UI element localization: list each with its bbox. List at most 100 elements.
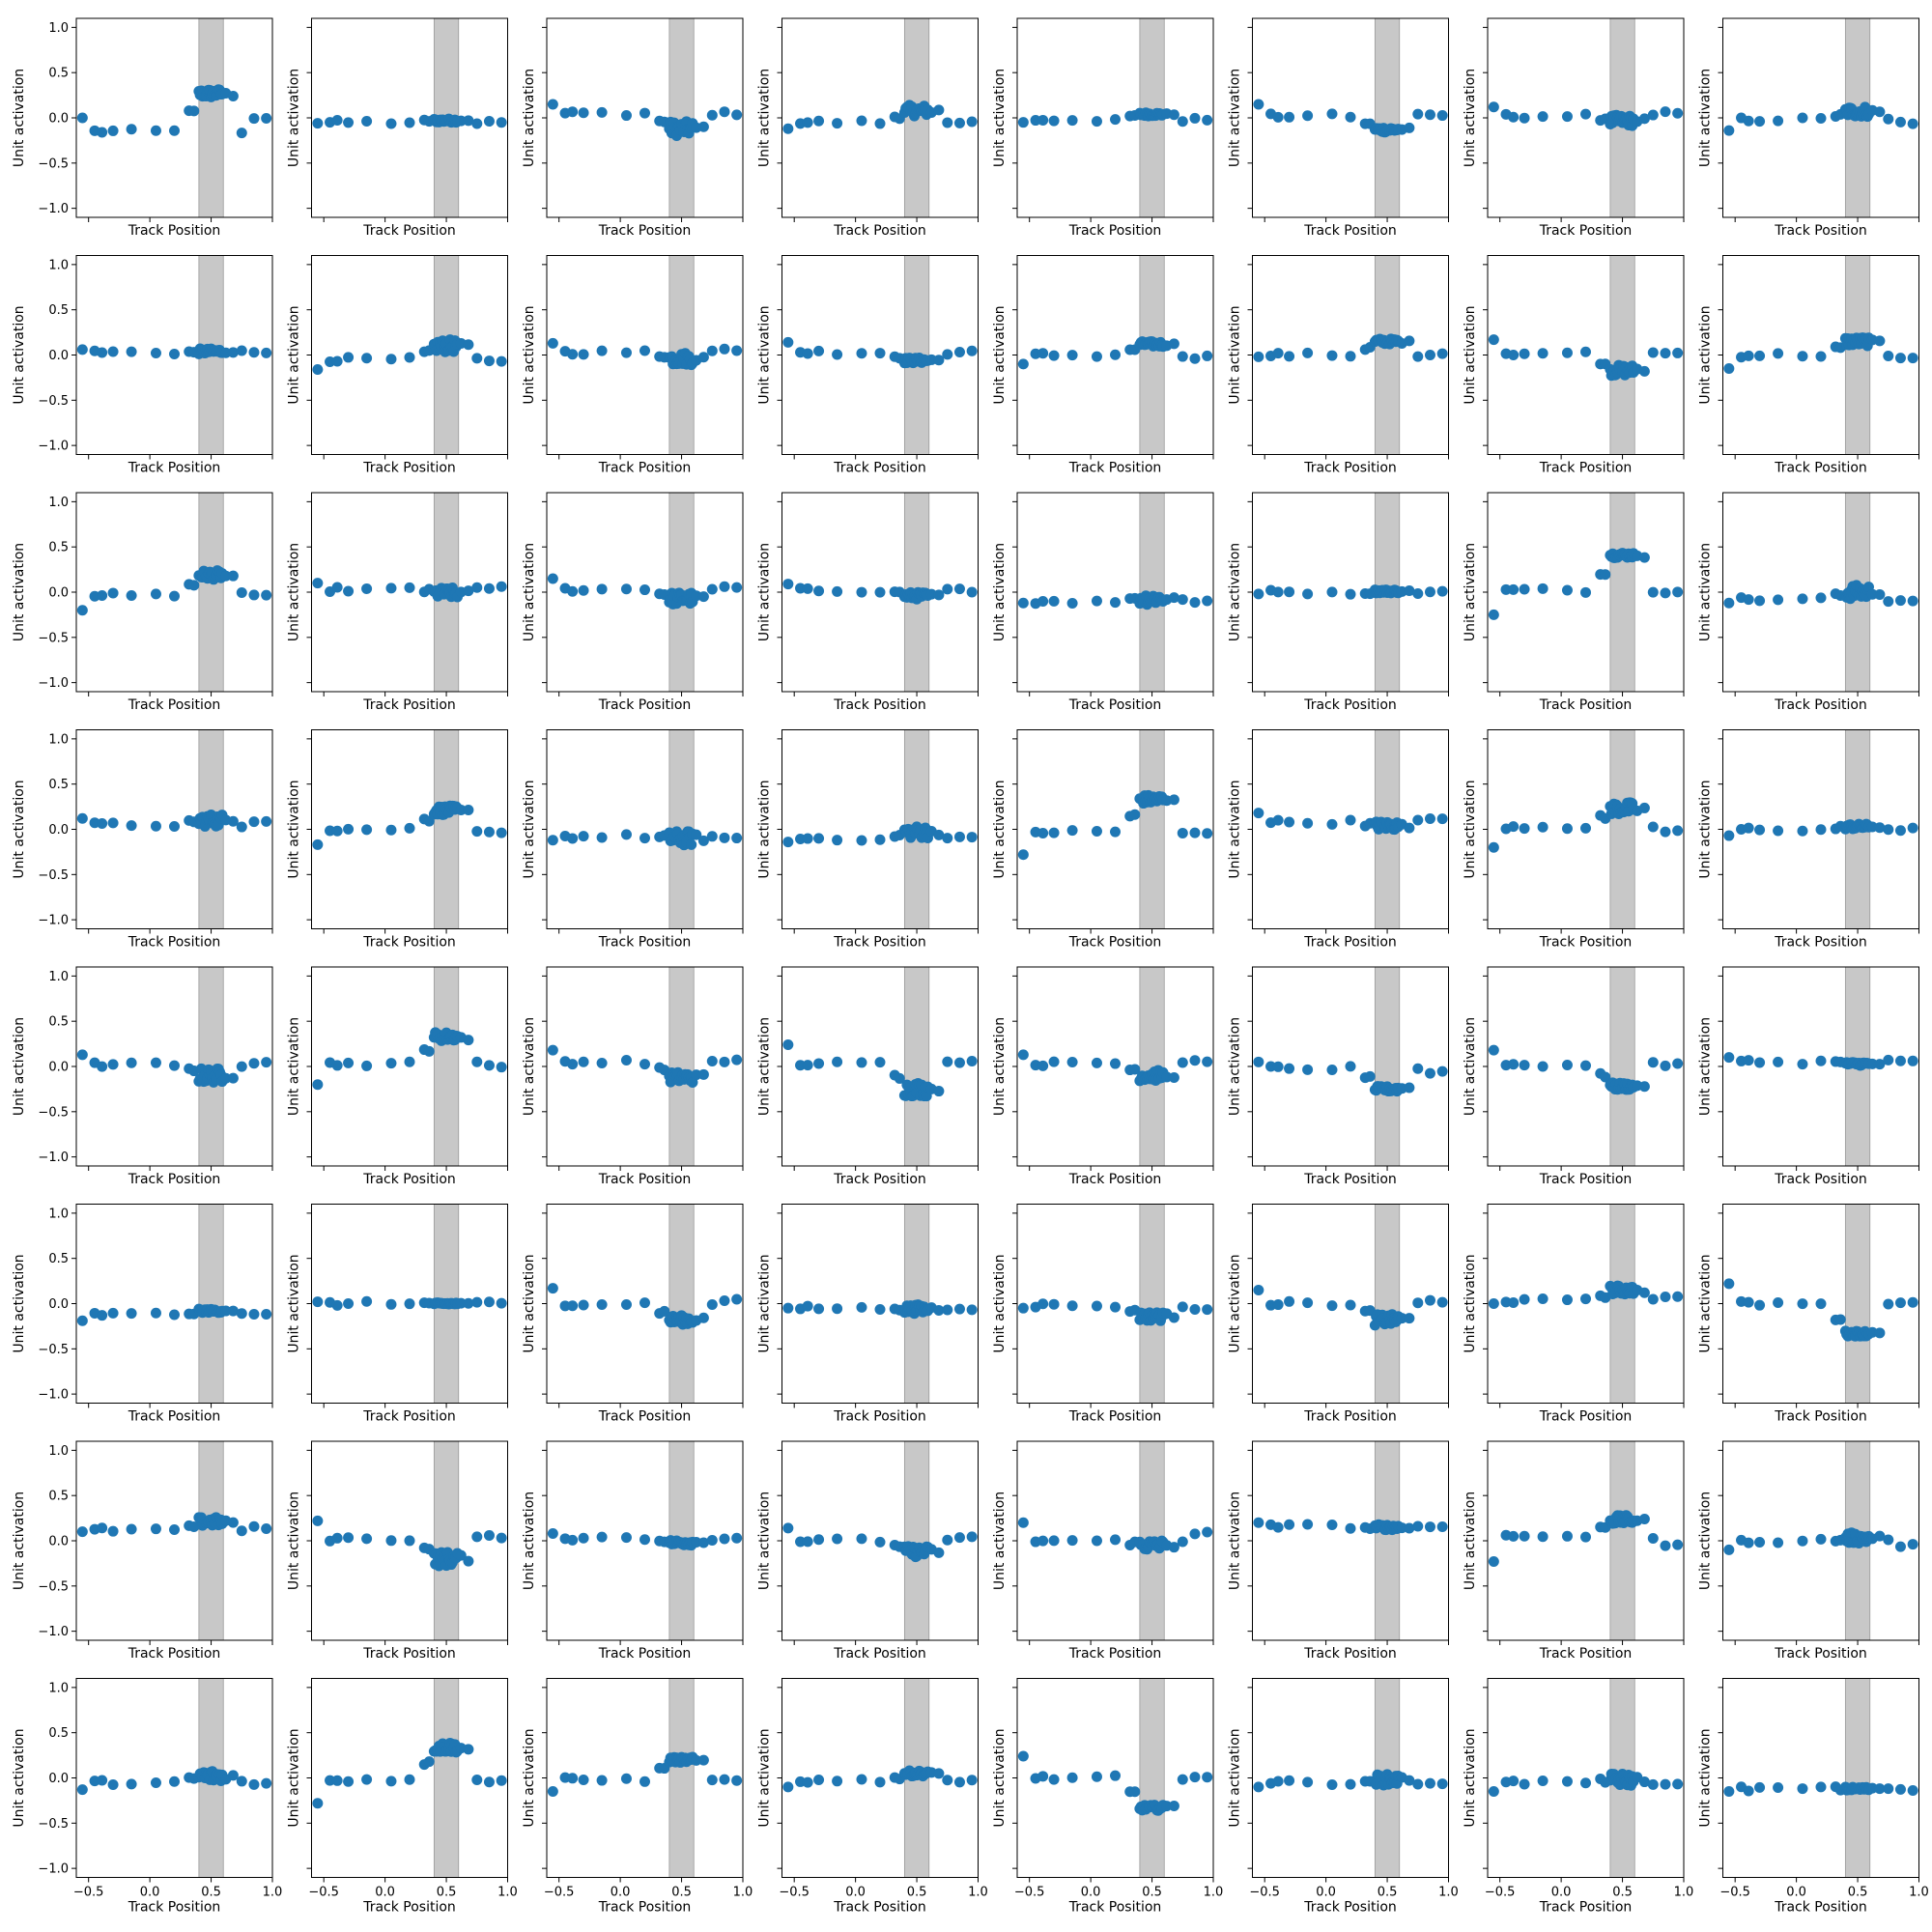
scatter-point [547, 835, 558, 846]
x-tick-label: 0.0 [375, 1886, 395, 1900]
scatter-point [1253, 1284, 1264, 1295]
subplot-r6c3: Track Position Unit activation [522, 1204, 744, 1425]
scatter-point [894, 1072, 905, 1084]
scatter-point [1815, 112, 1827, 124]
scatter-point [1404, 1082, 1415, 1094]
y-tick-label: −0.5 [38, 1817, 69, 1832]
scatter-point [107, 1059, 119, 1070]
scatter-point [1364, 1070, 1376, 1082]
subplot-r2c3: Track Position Unit activation [522, 255, 744, 476]
scatter-point [471, 826, 483, 838]
scatter-point [1177, 1774, 1188, 1785]
scatter-point [1110, 1770, 1121, 1781]
scatter-point [1537, 1775, 1548, 1786]
y-tick-label: 0.0 [48, 823, 69, 838]
y-axis-label: Unit activation [992, 543, 1008, 641]
y-axis-label: Unit activation [1228, 780, 1243, 878]
x-axis-label: Track Position [598, 935, 692, 951]
scatter-point [1177, 116, 1188, 128]
scatter-point [331, 825, 343, 837]
x-axis-label: Track Position [1774, 461, 1867, 476]
scatter-point [463, 1035, 474, 1046]
scatter-point [1424, 586, 1435, 598]
scatter-point [1048, 827, 1060, 838]
scatter-point [933, 104, 945, 116]
scatter-point [126, 820, 137, 832]
scatter-point [1436, 813, 1448, 825]
scatter-point [1894, 1055, 1906, 1066]
scatter-point [126, 346, 137, 357]
scatter-point [1647, 109, 1659, 121]
scatter-point [966, 1775, 978, 1786]
scatter-point [942, 1304, 953, 1316]
scatter-point [1302, 817, 1314, 829]
scatter-point [1326, 1520, 1338, 1531]
x-axis-label: Track Position [128, 935, 221, 951]
scatter-point [1202, 1056, 1213, 1067]
y-axis-label: Unit activation [287, 1254, 302, 1352]
subplot-r6c6: Track Position Unit activation [1228, 1204, 1449, 1425]
scatter-point [1066, 1772, 1078, 1783]
x-axis-label: Track Position [1068, 223, 1162, 239]
scatter-point [248, 113, 260, 125]
scatter-point [1647, 1057, 1659, 1068]
y-tick-label: 0.0 [48, 112, 69, 127]
subplot-r6c4: Track Position Unit activation [757, 1204, 979, 1425]
scatter-point [1754, 1536, 1766, 1548]
scatter-point [1326, 586, 1338, 598]
scatter-point [1110, 349, 1121, 360]
scatter-point [1580, 1531, 1591, 1543]
scatter-point [1773, 115, 1784, 127]
scatter-point [686, 838, 697, 850]
y-axis-label: Unit activation [1698, 543, 1714, 641]
shaded-band [433, 1440, 460, 1641]
scatter-point [832, 349, 843, 360]
scatter-point [1773, 594, 1784, 606]
scatter-point [343, 1532, 355, 1544]
scatter-point [1600, 569, 1611, 581]
y-axis-label: Unit activation [1463, 1254, 1478, 1352]
x-axis-label: Track Position [362, 223, 456, 239]
scatter-point [1202, 1772, 1213, 1783]
scatter-point [1907, 595, 1918, 607]
scatter-point [496, 117, 507, 128]
y-tick-label: 1.0 [48, 496, 69, 510]
scatter-point [1189, 827, 1201, 838]
subplot-r2c1: −1.0 −0.5 0.0 0.5 1.0 Track Position Unit acti… [12, 255, 273, 476]
x-axis-label: Track Position [128, 1409, 221, 1425]
scatter-point [874, 1776, 886, 1788]
scatter-point [1202, 1304, 1213, 1316]
scatter-point [496, 1775, 507, 1786]
shaded-band [198, 492, 224, 693]
scatter-point [1424, 349, 1435, 360]
scatter-point [856, 586, 867, 598]
shaded-band [1374, 17, 1401, 218]
scatter-point [361, 115, 373, 127]
scatter-point [942, 583, 953, 595]
y-tick-label: 0.5 [48, 1490, 69, 1504]
scatter-point [1284, 351, 1295, 362]
scatter-point [483, 355, 495, 367]
x-tick-label: −0.5 [73, 1886, 104, 1900]
scatter-point [1672, 825, 1684, 837]
scatter-point [697, 591, 709, 603]
scatter-point [1743, 822, 1754, 834]
scatter-point [1424, 1294, 1435, 1306]
subplot-r8c8: −0.5 0.0 0.5 1.0 Track Position Unit activati… [1698, 1678, 1929, 1916]
scatter-point [1037, 828, 1049, 839]
scatter-point [1253, 1781, 1264, 1793]
y-tick-label: 0.0 [48, 349, 69, 363]
scatter-point [220, 570, 232, 582]
scatter-point [1253, 588, 1264, 600]
scatter-point [1672, 1058, 1684, 1069]
scatter-point [1037, 1298, 1049, 1310]
scatter-point [966, 1055, 978, 1066]
scatter-point [1129, 809, 1141, 820]
y-axis-label: Unit activation [1228, 543, 1243, 641]
y-axis-label: Unit activation [1463, 780, 1478, 878]
scatter-point [719, 581, 730, 592]
scatter-point [1017, 1750, 1029, 1762]
scatter-point [1048, 595, 1060, 607]
scatter-point [1672, 1291, 1684, 1302]
scatter-point [1883, 1054, 1894, 1065]
